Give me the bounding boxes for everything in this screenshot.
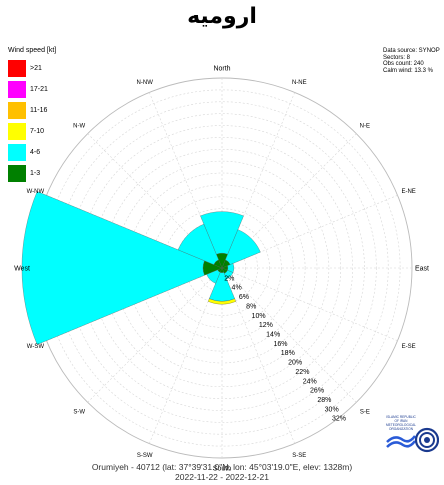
legend-swatch <box>8 165 26 182</box>
legend-label: 17-21 <box>30 86 48 93</box>
ring-label: 20% <box>288 360 302 367</box>
logo-text-4: ORGANIZATION <box>389 427 414 431</box>
footer: Orumiyeh - 40712 (lat: 37°39'31.0"N, lon… <box>0 462 444 482</box>
ring-label: 10% <box>252 313 266 320</box>
grid-spoke <box>221 267 357 403</box>
direction-label: North <box>213 66 230 73</box>
direction-label: E-SE <box>402 344 416 350</box>
grid-ring <box>114 160 330 376</box>
grid-ring <box>79 125 365 411</box>
direction-label: W-NW <box>27 189 45 195</box>
direction-label: S-SW <box>137 453 153 459</box>
ring-label: 32% <box>332 416 346 423</box>
direction-label: N-NW <box>137 80 154 86</box>
legend-item: >21 <box>8 58 56 79</box>
chart-title: ارومیه <box>187 4 257 29</box>
grid-ring <box>43 89 401 447</box>
direction-label: N-NE <box>292 80 307 86</box>
logo-text-3: METEOROLOGICAL <box>386 423 416 427</box>
legend-label: 1-3 <box>30 170 41 177</box>
wind-sector-bar <box>21 191 205 345</box>
sectors-text: Sectors: 8 <box>383 54 411 61</box>
direction-label: East <box>415 266 429 273</box>
grid-ring <box>162 208 282 328</box>
logo-text-1: ISLAMIC REPUBLIC <box>386 415 416 419</box>
legend-label: 11-16 <box>30 107 48 114</box>
obs-count-text: Obs count: 240 <box>383 61 424 67</box>
legend-swatch <box>8 60 26 77</box>
station-info: Orumiyeh - 40712 (lat: 37°39'31.0"N, lon… <box>91 462 353 472</box>
legend-item: 7-10 <box>8 121 56 142</box>
direction-label: S-E <box>360 409 370 415</box>
organization-logo: ISLAMIC REPUBLIC OF IRAN METEOROLOGICAL … <box>386 415 439 453</box>
ring-label: 8% <box>246 303 256 310</box>
ring-label: 16% <box>273 341 287 348</box>
legend-item: 4-6 <box>8 142 56 163</box>
ring-label: 28% <box>317 397 331 404</box>
legend-title: Wind speed [kt] <box>8 47 57 54</box>
data-source-text: Data source: SYNOP <box>383 48 440 54</box>
legend-swatch <box>8 81 26 98</box>
direction-label: S-SE <box>292 453 306 459</box>
legend-item: 11-16 <box>8 100 56 121</box>
logo-text-2: OF IRAN <box>395 419 409 423</box>
date-range: 2022-11-22 - 2022-12-21 <box>175 472 269 482</box>
legend-swatch <box>8 102 26 119</box>
wind-sector-bar <box>200 211 244 255</box>
legend: Wind speed [kt] >21 17-21 11-16 7-10 4-6… <box>8 47 56 184</box>
grid-ring <box>55 101 389 435</box>
ring-label: 26% <box>310 388 324 395</box>
direction-label: N-W <box>73 124 85 130</box>
direction-label: E-NE <box>401 189 415 195</box>
legend-item: 17-21 <box>8 79 56 100</box>
legend-swatch <box>8 123 26 140</box>
legend-item: 1-3 <box>8 163 56 184</box>
direction-label: S-W <box>73 409 85 415</box>
ring-label: 6% <box>239 294 249 301</box>
legend-label: >21 <box>30 65 42 72</box>
wind-sector-bar <box>225 229 261 265</box>
ring-label: 4% <box>232 285 242 292</box>
stats-box: Data source: SYNOP Sectors: 8 Obs count:… <box>383 48 440 74</box>
wind-sector-bar <box>207 298 237 305</box>
ring-label: 22% <box>295 369 309 376</box>
ring-label: 14% <box>266 332 280 339</box>
direction-label: West <box>14 266 30 273</box>
legend-label: 4-6 <box>30 149 41 156</box>
ring-label: 18% <box>281 350 295 357</box>
direction-label: N-E <box>360 124 370 130</box>
grid-ring <box>186 232 258 304</box>
direction-label: South <box>213 466 231 473</box>
direction-label: W-SW <box>27 344 45 350</box>
ring-label: 30% <box>325 406 339 413</box>
calm-wind-text: Calm wind: 13.3 % <box>383 67 434 74</box>
grid-ring <box>150 196 294 340</box>
wind-sector-bar <box>177 223 219 265</box>
grid-ring <box>91 137 353 399</box>
ring-label: 12% <box>259 322 273 329</box>
legend-label: 7-10 <box>30 128 45 135</box>
ring-label: 24% <box>303 378 317 385</box>
legend-swatch <box>8 144 26 161</box>
ring-label: 2% <box>224 275 234 282</box>
